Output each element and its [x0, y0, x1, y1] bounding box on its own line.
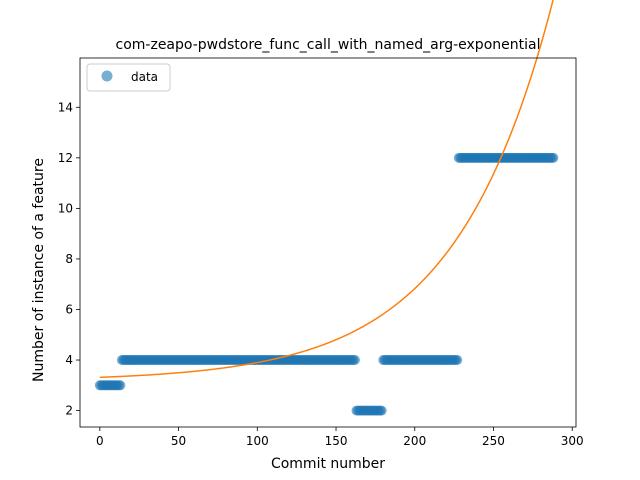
axes-frame [79, 57, 577, 428]
fit-line [99, 0, 554, 379]
x-tick-label: 250 [482, 434, 505, 448]
data-point [452, 355, 463, 366]
y-tick-label: 4 [65, 353, 73, 367]
legend-marker [101, 70, 113, 82]
y-axis-ticks: 2 4 6 8 10 12 14 [58, 100, 80, 418]
y-axis-label: Number of instance of a feature [31, 158, 47, 382]
data-points [94, 152, 559, 416]
x-tick-label: 300 [561, 434, 584, 448]
data-point [349, 355, 360, 366]
chart-title: com-zeapo-pwdstore_func_call_with_named_… [116, 37, 541, 53]
y-tick-label: 8 [65, 252, 73, 266]
data-point [115, 380, 126, 391]
x-tick-label: 0 [96, 434, 104, 448]
data-point [548, 152, 559, 163]
x-tick-label: 100 [246, 434, 269, 448]
x-tick-label: 50 [171, 434, 186, 448]
data-point [376, 405, 387, 416]
x-tick-label: 150 [325, 434, 348, 448]
x-axis-ticks: 0 50 100 150 200 250 300 [96, 427, 584, 448]
y-tick-label: 6 [65, 302, 73, 316]
y-tick-label: 12 [58, 151, 73, 165]
plot-area [79, 0, 577, 428]
y-tick-label: 2 [65, 404, 73, 418]
x-axis-label: Commit number [271, 456, 385, 472]
y-tick-label: 10 [58, 201, 73, 215]
x-tick-label: 200 [403, 434, 426, 448]
legend: data [86, 63, 171, 92]
y-tick-label: 14 [58, 100, 73, 114]
legend-label: data [131, 70, 158, 84]
